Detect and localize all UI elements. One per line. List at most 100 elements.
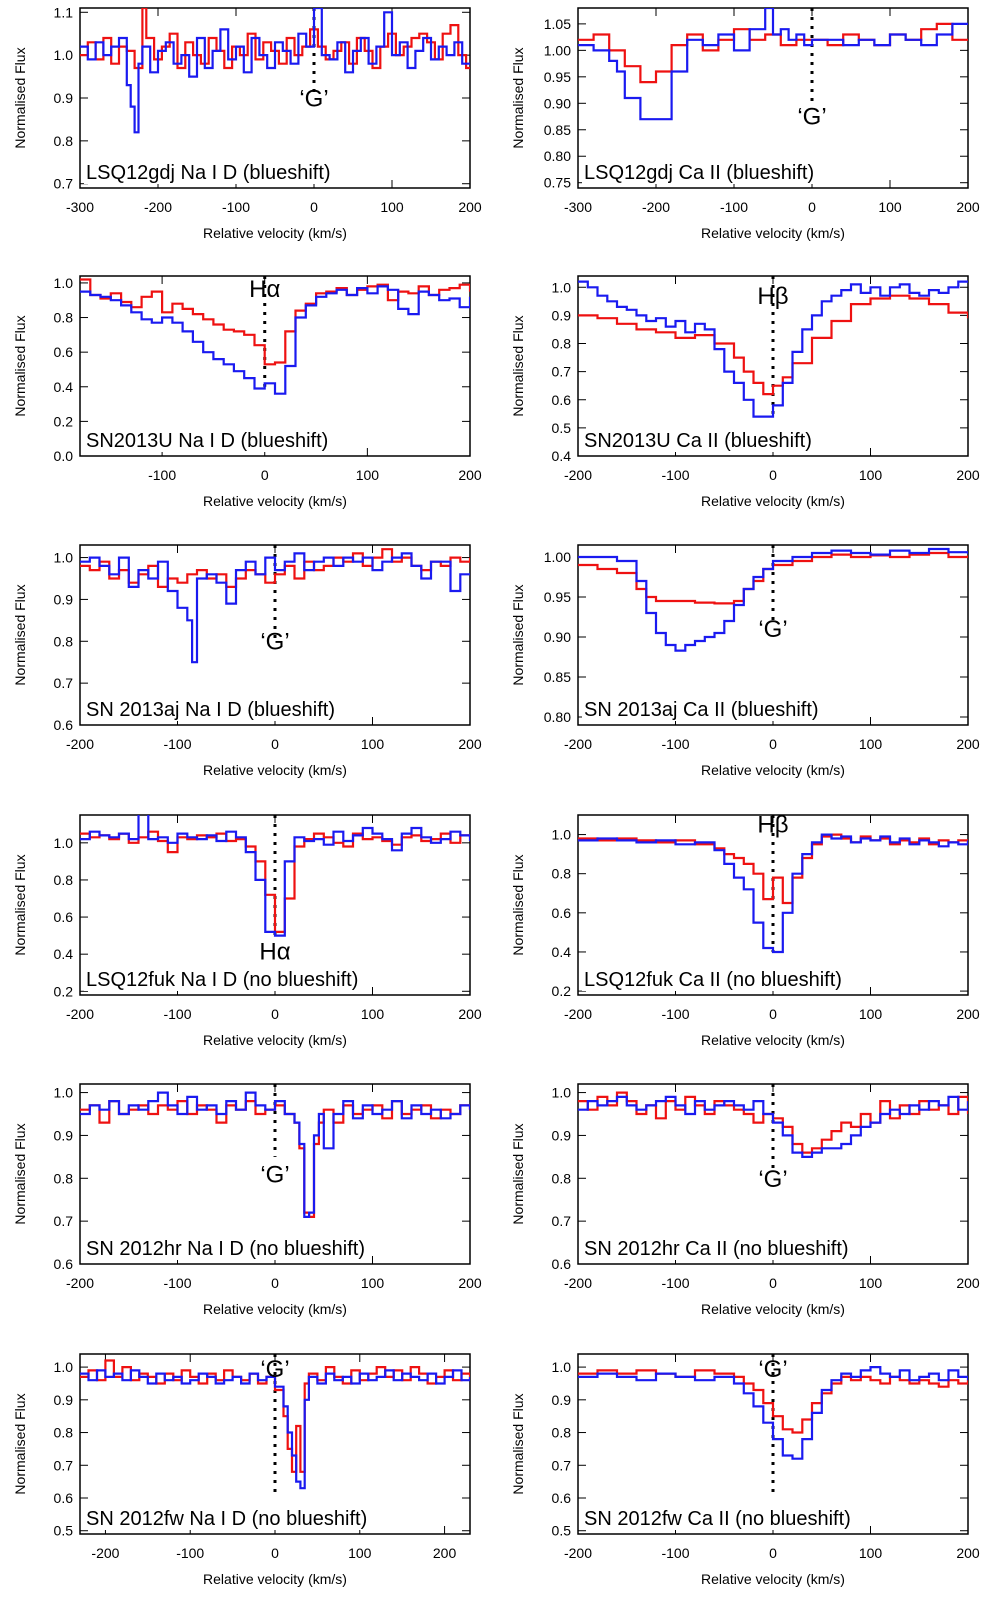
blue-spectrum-line	[80, 8, 470, 134]
y-tick-label: 0.8	[54, 310, 74, 326]
x-axis-title: Relative velocity (km/s)	[203, 1032, 347, 1048]
x-axis-title: Relative velocity (km/s)	[701, 1032, 845, 1048]
y-tick-label: 0.6	[54, 909, 74, 925]
y-tick-label: 0.7	[54, 1457, 74, 1473]
y-tick-label: 0.2	[552, 983, 572, 999]
line-marker-label: ‘G’	[797, 103, 826, 130]
panel-title-backdrop	[582, 430, 814, 452]
x-tick-label: 0	[261, 467, 269, 483]
x-tick-label: -200	[144, 199, 172, 215]
x-tick-label: 100	[859, 1006, 883, 1022]
blue-spectrum-line	[578, 547, 968, 652]
y-tick-label: 1.1	[54, 4, 74, 20]
spectrum-panel: -300 -200 -100 0 100 200 0.7 0.8 0.9 1.0 1.1 Relati…	[12, 4, 482, 241]
x-tick-label: 0	[271, 1275, 279, 1291]
y-tick-label: 0.7	[54, 1213, 74, 1229]
y-axis-title: Normalised Flux	[510, 584, 526, 685]
x-tick-label: -300	[66, 199, 94, 215]
y-tick-label: 0.6	[54, 717, 74, 733]
line-marker-label: ‘G’	[758, 1166, 787, 1193]
x-tick-label: -100	[661, 1275, 689, 1291]
blue-spectrum-line	[80, 815, 470, 937]
y-tick-label: 0.90	[544, 95, 571, 111]
y-axis-title: Normalised Flux	[12, 1393, 28, 1494]
x-tick-label: -200	[66, 1006, 94, 1022]
blue-spectrum-line	[80, 1369, 470, 1490]
x-axis-title: Relative velocity (km/s)	[203, 493, 347, 509]
x-tick-label: -200	[66, 1275, 94, 1291]
y-tick-label: 1.00	[544, 42, 571, 58]
y-tick-label: 0.8	[54, 1425, 74, 1441]
y-tick-label: 1.0	[552, 279, 572, 295]
panel-title: LSQ12fuk Na I D (no blueshift)	[86, 969, 358, 991]
panel-title: SN 2013aj Ca II (blueshift)	[584, 699, 819, 721]
y-tick-label: 0.90	[544, 629, 571, 645]
y-tick-label: 0.5	[552, 420, 572, 436]
y-axis-title: Normalised Flux	[12, 1123, 28, 1224]
x-tick-label: 100	[859, 467, 883, 483]
spectrum-panel: -100 0 100 200 0.0 0.2 0.4 0.6 0.8 1.0 Relative ve…	[12, 275, 482, 509]
panel-title-backdrop	[84, 1508, 370, 1530]
blue-spectrum-line	[578, 8, 968, 121]
panel-title: SN2013U Ca II (blueshift)	[584, 430, 812, 452]
y-tick-label: 0.7	[54, 675, 74, 691]
panel-title-backdrop	[582, 1238, 851, 1260]
x-tick-label: -200	[564, 467, 592, 483]
blue-spectrum-line	[578, 280, 968, 418]
blue-spectrum-line	[80, 285, 470, 395]
y-tick-label: 0.4	[54, 379, 74, 395]
x-tick-label: 0	[310, 199, 318, 215]
panel-title: SN 2012hr Ca II (no blueshift)	[584, 1238, 849, 1260]
y-tick-label: 0.9	[54, 1127, 74, 1143]
panel-title: LSQ12gdj Na I D (blueshift)	[86, 162, 331, 184]
y-tick-label: 0.0	[54, 448, 74, 464]
spectrum-panel: -200 -100 0 100 200 0.6 0.7 0.8 0.9 1.0 Relative v…	[510, 1083, 980, 1317]
y-tick-label: 0.9	[54, 90, 74, 106]
x-tick-label: -200	[564, 1545, 592, 1561]
line-marker-label: ‘G’	[758, 616, 787, 643]
y-tick-label: 0.85	[544, 669, 571, 685]
x-tick-label: 200	[956, 1275, 980, 1291]
plot-frame	[79, 275, 471, 457]
panel-title: LSQ12gdj Ca II (blueshift)	[584, 162, 814, 184]
line-marker-label: Hα	[259, 939, 290, 966]
spectrum-panel: -200 -100 0 100 200 0.80 0.85 0.90 0.95 1.00 Relat…	[510, 544, 980, 778]
red-spectrum-line	[80, 830, 470, 933]
spectrum-panel: -200 -100 0 100 200 0.2 0.4 0.6 0.8 1.0 Relative v…	[510, 812, 980, 1048]
spectrum-panel: -200 -100 0 100 200 0.6 0.7 0.8 0.9 1.0 Relative v…	[12, 544, 482, 778]
y-tick-label: 0.8	[552, 1425, 572, 1441]
x-axis-title: Relative velocity (km/s)	[701, 493, 845, 509]
red-spectrum-line	[578, 294, 968, 396]
y-axis-title: Normalised Flux	[510, 47, 526, 148]
line-marker-label: Hβ	[757, 283, 788, 310]
red-spectrum-line	[80, 278, 470, 366]
x-tick-label: 200	[458, 1006, 482, 1022]
x-axis-title: Relative velocity (km/s)	[203, 1301, 347, 1317]
x-tick-label: 0	[769, 1275, 777, 1291]
y-tick-label: 0.8	[54, 872, 74, 888]
y-tick-label: 0.6	[552, 905, 572, 921]
x-tick-label: 100	[380, 199, 404, 215]
x-tick-label: 100	[356, 467, 380, 483]
blue-spectrum-line	[80, 1091, 470, 1218]
panel-title: SN 2012fw Ca II (no blueshift)	[584, 1508, 851, 1530]
x-axis-title: Relative velocity (km/s)	[203, 1571, 347, 1587]
spectrum-panel: -300 -200 -100 0 100 200 0.75 0.80 0.85 0.90 0.95 1…	[510, 7, 980, 241]
x-tick-label: 100	[878, 199, 902, 215]
panel-title: SN 2013aj Na I D (blueshift)	[86, 699, 335, 721]
blue-spectrum-line	[80, 552, 470, 664]
x-tick-label: -100	[163, 1275, 191, 1291]
x-tick-label: 200	[956, 199, 980, 215]
x-tick-label: -100	[222, 199, 250, 215]
y-tick-label: 0.8	[54, 633, 74, 649]
blue-spectrum-line	[578, 1366, 968, 1460]
y-tick-label: 1.0	[54, 835, 74, 851]
x-tick-label: 100	[361, 1006, 385, 1022]
y-tick-label: 1.0	[54, 47, 74, 63]
panel-title-backdrop	[582, 699, 821, 721]
x-tick-label: -200	[564, 1006, 592, 1022]
y-tick-label: 0.95	[544, 69, 571, 85]
y-tick-label: 1.0	[54, 1085, 74, 1101]
x-tick-label: -300	[564, 199, 592, 215]
